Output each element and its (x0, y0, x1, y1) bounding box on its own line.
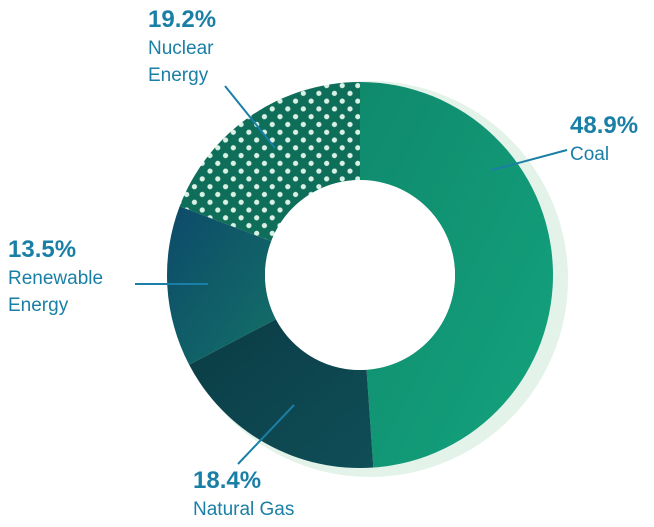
leader-line-nuclear-energy (224, 85, 276, 149)
category-label-nuclear-energy: Energy (148, 65, 209, 86)
leader-line-coal (491, 149, 568, 171)
value-label-coal: 48.9% (570, 112, 638, 139)
leader-line-natural-gas (237, 404, 295, 465)
slice-nuclear-energy (179, 82, 360, 242)
labels-group: 48.9% Coal 18.4% Natural Gas 13.5% Renewable E… (8, 6, 638, 520)
slice-natural-gas (189, 319, 374, 468)
value-label-renewable-energy: 13.5% (8, 236, 76, 263)
category-label-nuclear-energy: Nuclear (148, 38, 214, 59)
value-label-nuclear-energy: 19.2% (148, 6, 216, 33)
donut-hole (265, 180, 455, 370)
slices-group (166, 82, 553, 468)
category-label-renewable-energy: Energy (8, 295, 69, 316)
category-label-natural-gas: Natural Gas (193, 499, 294, 520)
category-label-coal: Coal (570, 144, 609, 165)
slice-coal (360, 82, 553, 468)
slice-renewable-energy (166, 206, 276, 365)
value-label-natural-gas: 18.4% (193, 467, 261, 494)
category-label-renewable-energy: Renewable (8, 268, 103, 289)
